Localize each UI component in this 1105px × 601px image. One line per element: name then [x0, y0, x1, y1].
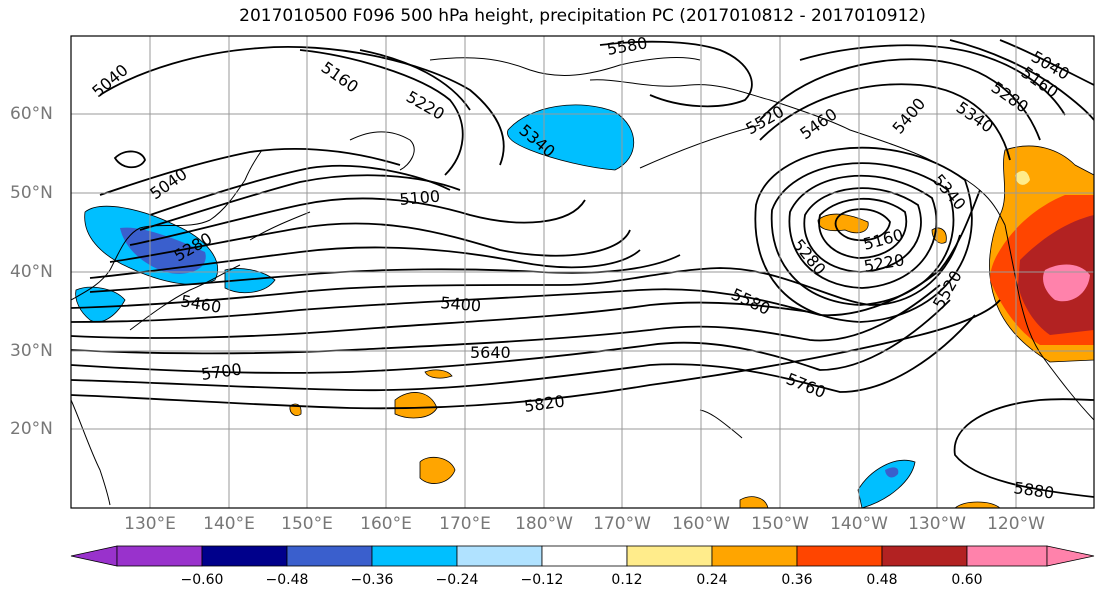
colorbar-tick-label: −0.36	[350, 572, 394, 588]
contour-east-4	[949, 39, 1094, 121]
precip-central-pacific-b	[419, 456, 456, 484]
lon-label: 170°W	[593, 514, 651, 534]
precip-west-pacific-core	[120, 227, 206, 274]
coast-asia-south	[71, 399, 111, 506]
colorbar-tick-label: 0.24	[696, 572, 728, 588]
lon-label: 140°E	[203, 514, 255, 534]
lat-label: 20°N	[10, 419, 53, 439]
contour-east-5	[999, 39, 1094, 86]
colorbar-extend-low	[70, 545, 118, 567]
contour-east-1	[759, 83, 1011, 161]
lon-label: 170°E	[439, 514, 491, 534]
colorbar-tick-label: −0.60	[180, 572, 224, 588]
colorbar-bin	[201, 545, 288, 567]
contour-low-6	[754, 146, 973, 323]
lon-label: 130°W	[908, 514, 966, 534]
contour-5280	[109, 222, 631, 263]
contour-low-4	[788, 174, 938, 289]
map-title: 2017010500 F096 500 hPa height, precipit…	[239, 6, 926, 26]
lon-label: 140°W	[830, 514, 888, 534]
contour-5160	[139, 174, 461, 231]
colorbar-bin	[881, 545, 968, 567]
contour-5340	[89, 246, 641, 279]
lon-label: 180°W	[515, 514, 573, 534]
lon-label: 120°W	[987, 514, 1045, 534]
precip-south-1	[739, 496, 769, 508]
contour-east-2	[759, 58, 1041, 141]
map-frame	[70, 35, 1095, 509]
precip-central-pacific-c	[424, 369, 453, 379]
lat-label: 40°N	[10, 262, 53, 282]
contour-east-3	[799, 44, 1066, 116]
colorbar-tick-label: −0.12	[520, 572, 564, 588]
coast-aleutians	[639, 124, 761, 169]
contour-5880	[953, 398, 1094, 498]
coast-kuril	[249, 211, 311, 241]
coastlines	[71, 57, 1094, 506]
lon-label: 150°W	[751, 514, 809, 534]
contour-5760	[71, 314, 976, 393]
contour-label: 5640	[470, 343, 511, 362]
contour-5220	[129, 197, 586, 246]
lon-label: 160°W	[672, 514, 730, 534]
lat-label: 30°N	[10, 341, 53, 361]
contour-low-1	[834, 208, 891, 242]
contour-5460	[71, 234, 961, 309]
colorbar-bin	[711, 545, 798, 567]
coast-north-america	[1004, 224, 1094, 421]
precip-hawaii-east-core	[885, 467, 899, 478]
colorbar	[70, 545, 1095, 567]
coast-kamchatka	[349, 131, 415, 171]
coast-asia	[71, 149, 263, 301]
colorbar-extend-high	[1046, 545, 1095, 567]
lat-label: 50°N	[10, 183, 53, 203]
colorbar-bin	[456, 545, 543, 567]
colorbar-tick-label: −0.48	[265, 572, 309, 588]
precip-hawaii-east	[857, 460, 916, 508]
contour-5040-w	[99, 147, 401, 196]
contour-label: 5400	[440, 293, 482, 315]
colorbar-tick-label: 0.48	[866, 572, 898, 588]
contour-5820	[71, 299, 1001, 410]
colorbar-bin	[966, 545, 1048, 567]
colorbar-tick-label: 0.12	[611, 572, 643, 588]
precip-korea	[75, 286, 126, 323]
lon-label: 130°E	[124, 514, 176, 534]
precip-nw-america-light	[1015, 170, 1030, 185]
precip-japan-east	[224, 268, 276, 294]
contour-low-5	[770, 162, 955, 306]
lon-label: 160°E	[360, 514, 412, 534]
colorbar-tick-label: 0.36	[781, 572, 813, 588]
colorbar-tick-label: 0.60	[951, 572, 983, 588]
contour-5160-n	[299, 49, 464, 176]
coast-siberia	[429, 57, 701, 76]
colorbar-bin	[286, 545, 373, 567]
colorbar-bin	[371, 545, 458, 567]
colorbar-bin	[116, 545, 203, 567]
colorbar-bin	[626, 545, 713, 567]
contour-5640	[71, 284, 941, 355]
lon-label: 150°E	[281, 514, 333, 534]
colorbar-bin	[541, 545, 628, 567]
contour-5040-nw	[99, 45, 505, 166]
colorbar-bin	[796, 545, 883, 567]
precip-small-1	[289, 403, 302, 416]
precip-nw-america-pink	[1043, 264, 1090, 302]
colorbar-tick-label: −0.24	[435, 572, 479, 588]
contour-5100	[149, 164, 451, 216]
graticule	[71, 36, 1094, 508]
contour-small-ring	[113, 150, 146, 169]
coast-alaska	[589, 79, 1006, 226]
contour-5580	[71, 301, 811, 339]
lat-label: 60°N	[10, 104, 53, 124]
contour-5220-n	[359, 49, 471, 111]
contour-low-3	[803, 187, 922, 273]
contour-label: 5100	[399, 187, 441, 209]
coast-hawaii	[699, 409, 743, 439]
